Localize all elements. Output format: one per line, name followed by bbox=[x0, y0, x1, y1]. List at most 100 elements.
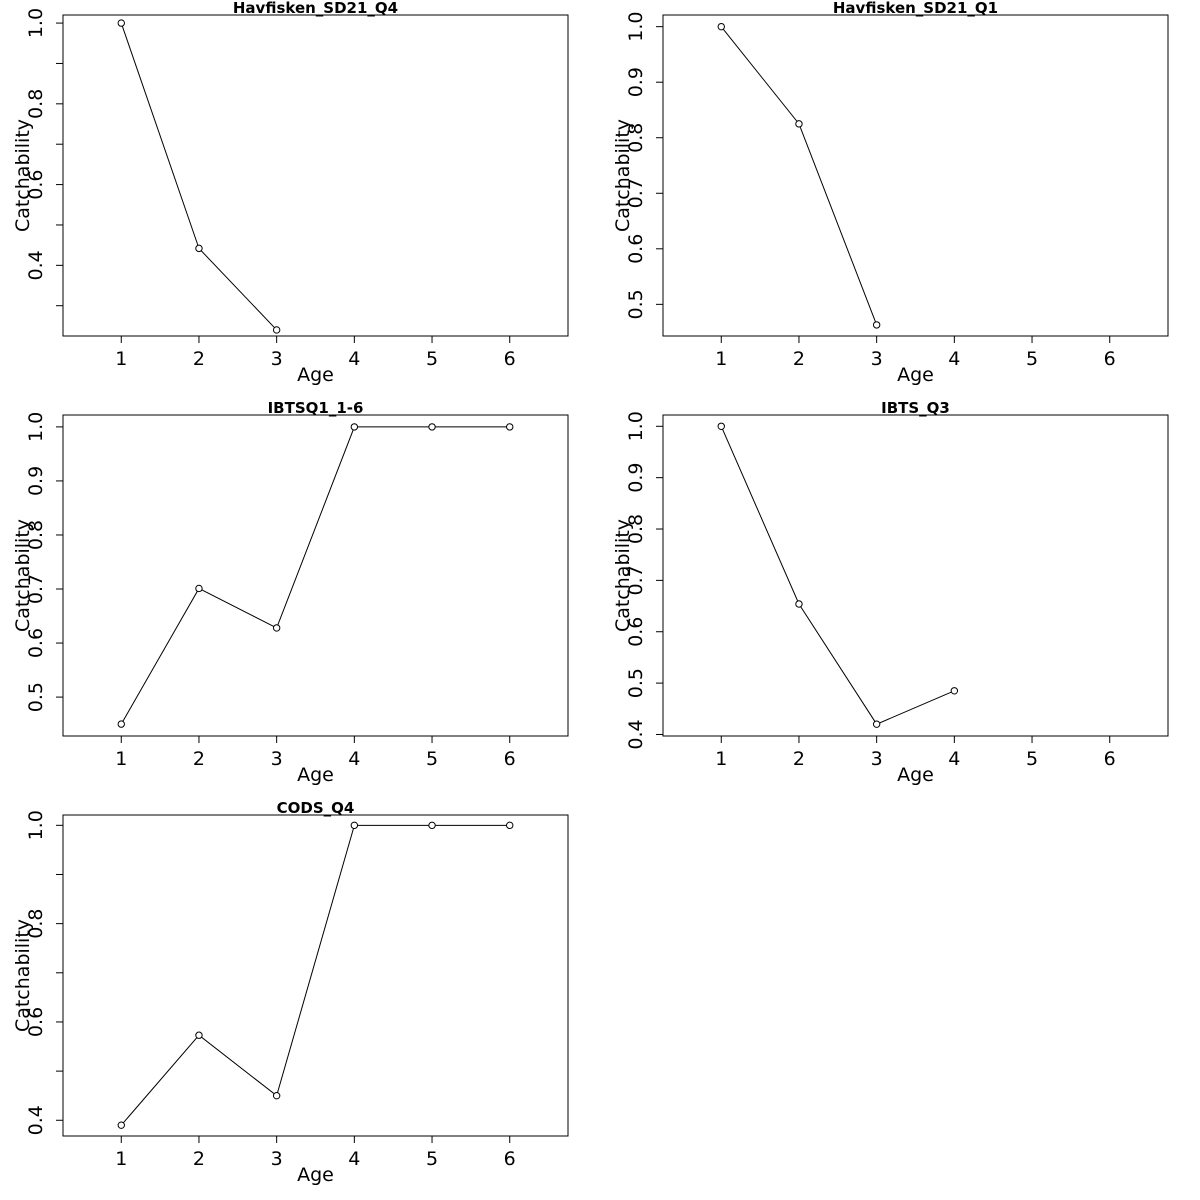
x-axis-label: Age bbox=[297, 1164, 334, 1186]
data-point bbox=[506, 423, 514, 431]
x-tick-label: 5 bbox=[1026, 348, 1038, 370]
y-tick-label: 0.4 bbox=[625, 719, 647, 749]
x-tick-label: 3 bbox=[271, 1148, 283, 1170]
y-axis-label: Catchability bbox=[612, 119, 634, 232]
y-tick-label: 0.5 bbox=[25, 682, 47, 712]
x-tick-label: 5 bbox=[1026, 748, 1038, 770]
y-tick-label: 1.0 bbox=[625, 12, 647, 42]
data-point bbox=[950, 687, 959, 695]
y-axis-label: Catchability bbox=[12, 119, 34, 232]
plot-frame bbox=[662, 14, 1169, 337]
series-line bbox=[120, 824, 510, 1126]
x-tick-label: 4 bbox=[948, 748, 960, 770]
data-point bbox=[350, 423, 359, 431]
data-point bbox=[872, 720, 881, 728]
y-tick-label: 0.7 bbox=[625, 178, 647, 208]
y-tick-label: 0.5 bbox=[625, 668, 647, 698]
x-tick-label: 2 bbox=[793, 348, 805, 370]
plot-frame bbox=[62, 414, 569, 737]
chart-panel: Havfisken_SD21_Q1 1 2 3 4 5 6 Age 0.5 0.6 0.7 0.8 0.… bbox=[612, 0, 1169, 386]
x-axis-label: Age bbox=[897, 364, 934, 386]
y-tick-label: 0.8 bbox=[625, 123, 647, 153]
chart-title: Havfisken_SD21_Q4 bbox=[233, 0, 398, 17]
data-point bbox=[872, 321, 881, 329]
y-tick-label: 0.8 bbox=[25, 909, 47, 939]
plot-frame bbox=[62, 14, 569, 337]
data-point bbox=[350, 821, 359, 830]
x-tick-label: 3 bbox=[871, 348, 883, 370]
y-tick-label: 0.6 bbox=[625, 234, 647, 264]
y-tick-label: 1.0 bbox=[25, 412, 47, 442]
x-tick-label: 3 bbox=[271, 748, 283, 770]
data-point bbox=[506, 821, 514, 830]
y-tick-label: 0.9 bbox=[625, 463, 647, 493]
x-axis-label: Age bbox=[297, 364, 334, 386]
data-point bbox=[272, 624, 281, 632]
series-line bbox=[120, 22, 278, 331]
series-line bbox=[720, 26, 878, 326]
data-point bbox=[428, 423, 436, 431]
y-tick-label: 1.0 bbox=[625, 411, 647, 441]
x-tick-label: 5 bbox=[426, 748, 438, 770]
x-tick-label: 6 bbox=[504, 1148, 516, 1170]
y-tick-label: 0.7 bbox=[625, 565, 647, 595]
data-point bbox=[117, 19, 125, 27]
data-point bbox=[272, 1091, 281, 1100]
x-axis-label: Age bbox=[297, 764, 334, 786]
plot-frame bbox=[662, 414, 1169, 737]
y-tick-label: 0.8 bbox=[25, 520, 47, 550]
x-tick-label: 6 bbox=[504, 748, 516, 770]
chart-title: CODS_Q4 bbox=[277, 799, 355, 817]
x-tick-label: 5 bbox=[426, 1148, 438, 1170]
series-line bbox=[120, 426, 510, 725]
x-tick-label: 4 bbox=[348, 1148, 360, 1170]
y-tick-label: 0.8 bbox=[25, 89, 47, 119]
x-tick-label: 6 bbox=[1104, 748, 1116, 770]
x-tick-label: 1 bbox=[115, 348, 127, 370]
y-axis-label: Catchability bbox=[12, 919, 34, 1032]
x-tick-label: 2 bbox=[193, 748, 205, 770]
x-tick-label: 1 bbox=[115, 748, 127, 770]
y-tick-label: 0.9 bbox=[625, 67, 647, 97]
data-point bbox=[795, 120, 803, 128]
x-tick-label: 4 bbox=[948, 348, 960, 370]
x-tick-label: 6 bbox=[504, 348, 516, 370]
y-tick-label: 0.6 bbox=[25, 169, 47, 199]
x-tick-label: 1 bbox=[715, 748, 727, 770]
data-point bbox=[195, 244, 203, 253]
y-tick-label: 1.0 bbox=[25, 8, 47, 38]
x-tick-label: 2 bbox=[193, 1148, 205, 1170]
data-point bbox=[195, 1031, 203, 1039]
plot-frame bbox=[62, 814, 569, 1137]
chart-panel: IBTSQ1_1-6 1 2 3 4 5 6 Age 0.5 0.6 0.7 0.8 0.9 1.0 Cat… bbox=[12, 399, 569, 786]
x-axis-label: Age bbox=[897, 764, 934, 786]
x-tick-label: 6 bbox=[1104, 348, 1116, 370]
chart-panel: CODS_Q4 1 2 3 4 5 6 Age 0.4 0.6 0.8 1.0 Catchability bbox=[12, 799, 569, 1186]
y-tick-label: 0.5 bbox=[625, 289, 647, 319]
data-point bbox=[117, 720, 125, 728]
x-tick-label: 3 bbox=[871, 748, 883, 770]
y-tick-label: 0.9 bbox=[25, 466, 47, 496]
x-tick-label: 2 bbox=[793, 748, 805, 770]
data-point bbox=[272, 326, 281, 334]
y-tick-label: 1.0 bbox=[25, 810, 47, 840]
x-tick-label: 1 bbox=[115, 1148, 127, 1170]
x-tick-label: 4 bbox=[348, 348, 360, 370]
y-tick-label: 0.6 bbox=[625, 617, 647, 647]
y-tick-label: 0.6 bbox=[25, 1007, 47, 1037]
series-line bbox=[720, 426, 955, 725]
y-axis-label: Catchability bbox=[12, 519, 34, 632]
y-tick-label: 0.7 bbox=[25, 574, 47, 604]
data-point bbox=[195, 584, 203, 593]
x-tick-label: 4 bbox=[348, 748, 360, 770]
chart-title: IBTSQ1_1-6 bbox=[268, 399, 364, 417]
data-point bbox=[428, 821, 436, 830]
data-point bbox=[117, 1121, 125, 1129]
chart-title: Havfisken_SD21_Q1 bbox=[833, 0, 998, 17]
chart-title: IBTS_Q3 bbox=[881, 399, 950, 417]
y-tick-label: 0.4 bbox=[25, 250, 47, 280]
chart-panel: Havfisken_SD21_Q4 1 2 3 4 5 6 Age 0.4 0.6 0.8 1.0 Ca… bbox=[12, 0, 569, 386]
x-tick-label: 3 bbox=[271, 348, 283, 370]
x-tick-label: 2 bbox=[193, 348, 205, 370]
